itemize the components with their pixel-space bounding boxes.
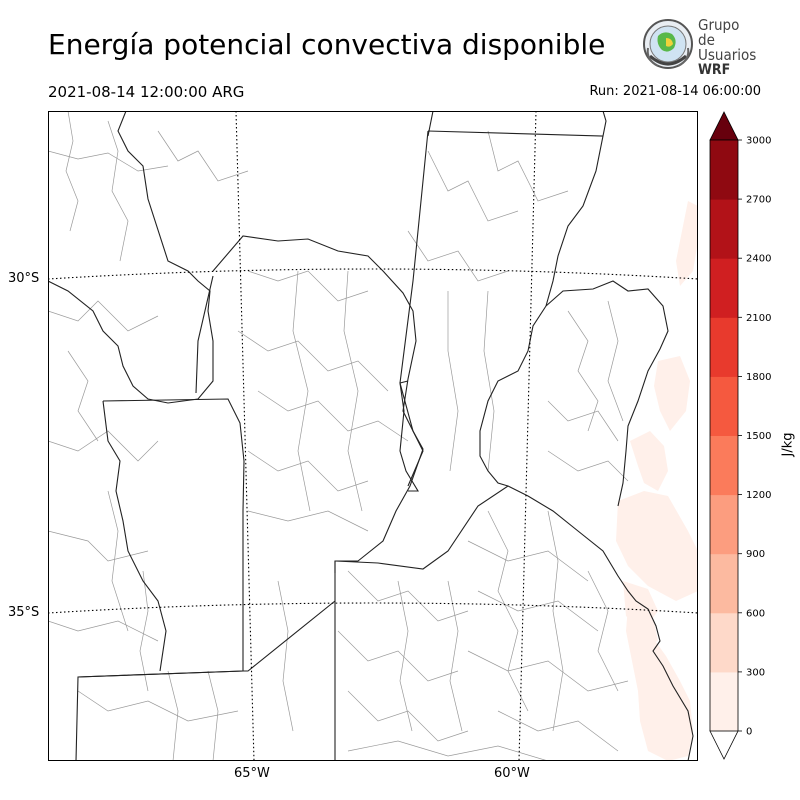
colorbar-tick-label: 1800 [746, 372, 771, 383]
colorbar-tick-label: 1500 [746, 431, 771, 442]
cape-shading [616, 201, 698, 761]
colorbar-ticks: 0 300 600 900 1200 1500 1800 2100 2400 2700 3000 [738, 136, 771, 738]
valid-time-label: 2021-08-14 12:00:00 ARG [48, 83, 245, 101]
lat-label-30s: 30°S [8, 271, 40, 286]
colorbar-tick-label: 0 [746, 727, 752, 738]
logo-text: Grupo de Usuarios WRF [698, 18, 760, 78]
colorbar-tick-label: 2700 [746, 195, 771, 206]
colorbar-bands [709, 111, 739, 760]
colorbar-tick-label: 300 [746, 667, 765, 678]
colorbar-tick-label: 2100 [746, 313, 771, 324]
wrf-group-logo: Grupo de Usuarios WRF [640, 16, 760, 78]
logo-line3: WRF [698, 62, 731, 78]
colorbar-tick-label: 2400 [746, 254, 771, 265]
logo-line1: Grupo de [698, 16, 740, 49]
colorbar-tick-label: 600 [746, 608, 765, 619]
colorbar-unit-label: J/kg [780, 432, 796, 457]
province-boundaries [48, 111, 694, 761]
colorbar-tick-label: 3000 [746, 136, 771, 147]
run-time-label: Run: 2021-08-14 06:00:00 [589, 84, 761, 99]
colorbar-tick-label: 900 [746, 549, 765, 560]
colorbar-band [710, 435, 738, 496]
colorbar: 0 300 600 900 1200 1500 1800 2100 2400 2700 3000 [709, 111, 771, 760]
cape-map [48, 111, 698, 761]
lon-label-60w: 60°W [494, 766, 530, 781]
colorbar-band [710, 376, 738, 436]
colorbar-extend-max [709, 111, 739, 141]
colorbar-band [710, 494, 738, 555]
colorbar-band [710, 612, 738, 673]
lat-label-35s: 35°S [8, 605, 40, 620]
logo-line2: Usuarios [698, 46, 757, 64]
colorbar-band [710, 671, 738, 732]
lon-label-65w: 65°W [234, 766, 270, 781]
colorbar-band [710, 317, 738, 377]
globe-logo-icon [643, 19, 693, 69]
colorbar-band [710, 258, 738, 318]
colorbar-tick-label: 1200 [746, 490, 771, 501]
colorbar-band [710, 553, 738, 614]
department-boundaries [48, 111, 629, 761]
page-title: Energía potencial convectiva disponible [48, 28, 606, 61]
colorbar-band [710, 199, 738, 259]
colorbar-band [710, 140, 738, 200]
colorbar-extend-min [709, 730, 739, 760]
graticule [48, 111, 698, 761]
